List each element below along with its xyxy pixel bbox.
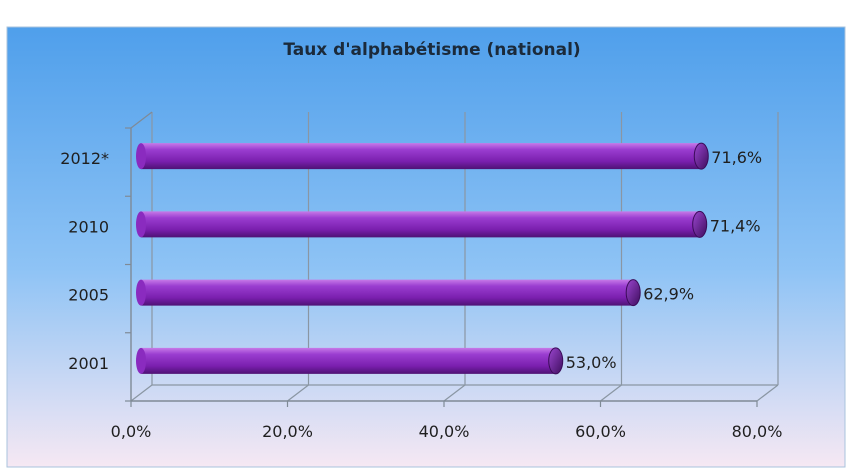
x-tick-label-2: 40,0%: [419, 422, 470, 441]
data-label-2012*: 71,6%: [711, 148, 762, 167]
labels-layer: 0,0% 20,0% 40,0% 60,0% 80,0% 53,0% 2001 62,9% 20…: [60, 148, 782, 441]
axis-layer: [125, 111, 778, 407]
floor-gridline-2: [443, 384, 466, 402]
category-label-2001: 2001: [68, 354, 109, 373]
bar-cap-2012*: [693, 142, 709, 170]
bar-cap-2005: [625, 279, 641, 307]
bar-cap-2001: [548, 347, 564, 375]
chart-background: [6, 26, 846, 468]
bar-start-2001: [136, 347, 146, 374]
data-label-2001: 53,0%: [566, 353, 617, 372]
x-tick-label-0: 0,0%: [111, 422, 152, 441]
y-axis-top-diagonal: [130, 111, 153, 129]
floor-gridline-0: [130, 384, 153, 402]
bar-2001: [141, 347, 556, 374]
bar-cap-2010: [692, 210, 708, 238]
bars-layer: [136, 142, 709, 375]
data-label-2010: 71,4%: [710, 216, 761, 235]
bar-2012*: [141, 143, 702, 170]
bar-2005: [141, 279, 634, 306]
x-tick-label-3: 60,0%: [575, 422, 626, 441]
category-label-2012*: 2012*: [60, 149, 109, 168]
floor-gridline-3: [600, 384, 622, 402]
category-label-2010: 2010: [68, 217, 109, 236]
bar-start-2010: [136, 211, 146, 238]
bar-start-2005: [136, 279, 146, 306]
floor-gridline-4: [756, 384, 779, 402]
bar-2010: [141, 211, 700, 238]
floor-gridline-1: [287, 384, 309, 402]
data-label-2005: 62,9%: [643, 285, 694, 304]
chart-title: Taux d'alphabétisme (national): [283, 40, 580, 60]
x-tick-label-1: 20,0%: [262, 422, 313, 441]
bar-start-2012*: [136, 143, 146, 170]
x-tick-label-4: 80,0%: [732, 422, 783, 441]
category-label-2005: 2005: [68, 286, 109, 305]
